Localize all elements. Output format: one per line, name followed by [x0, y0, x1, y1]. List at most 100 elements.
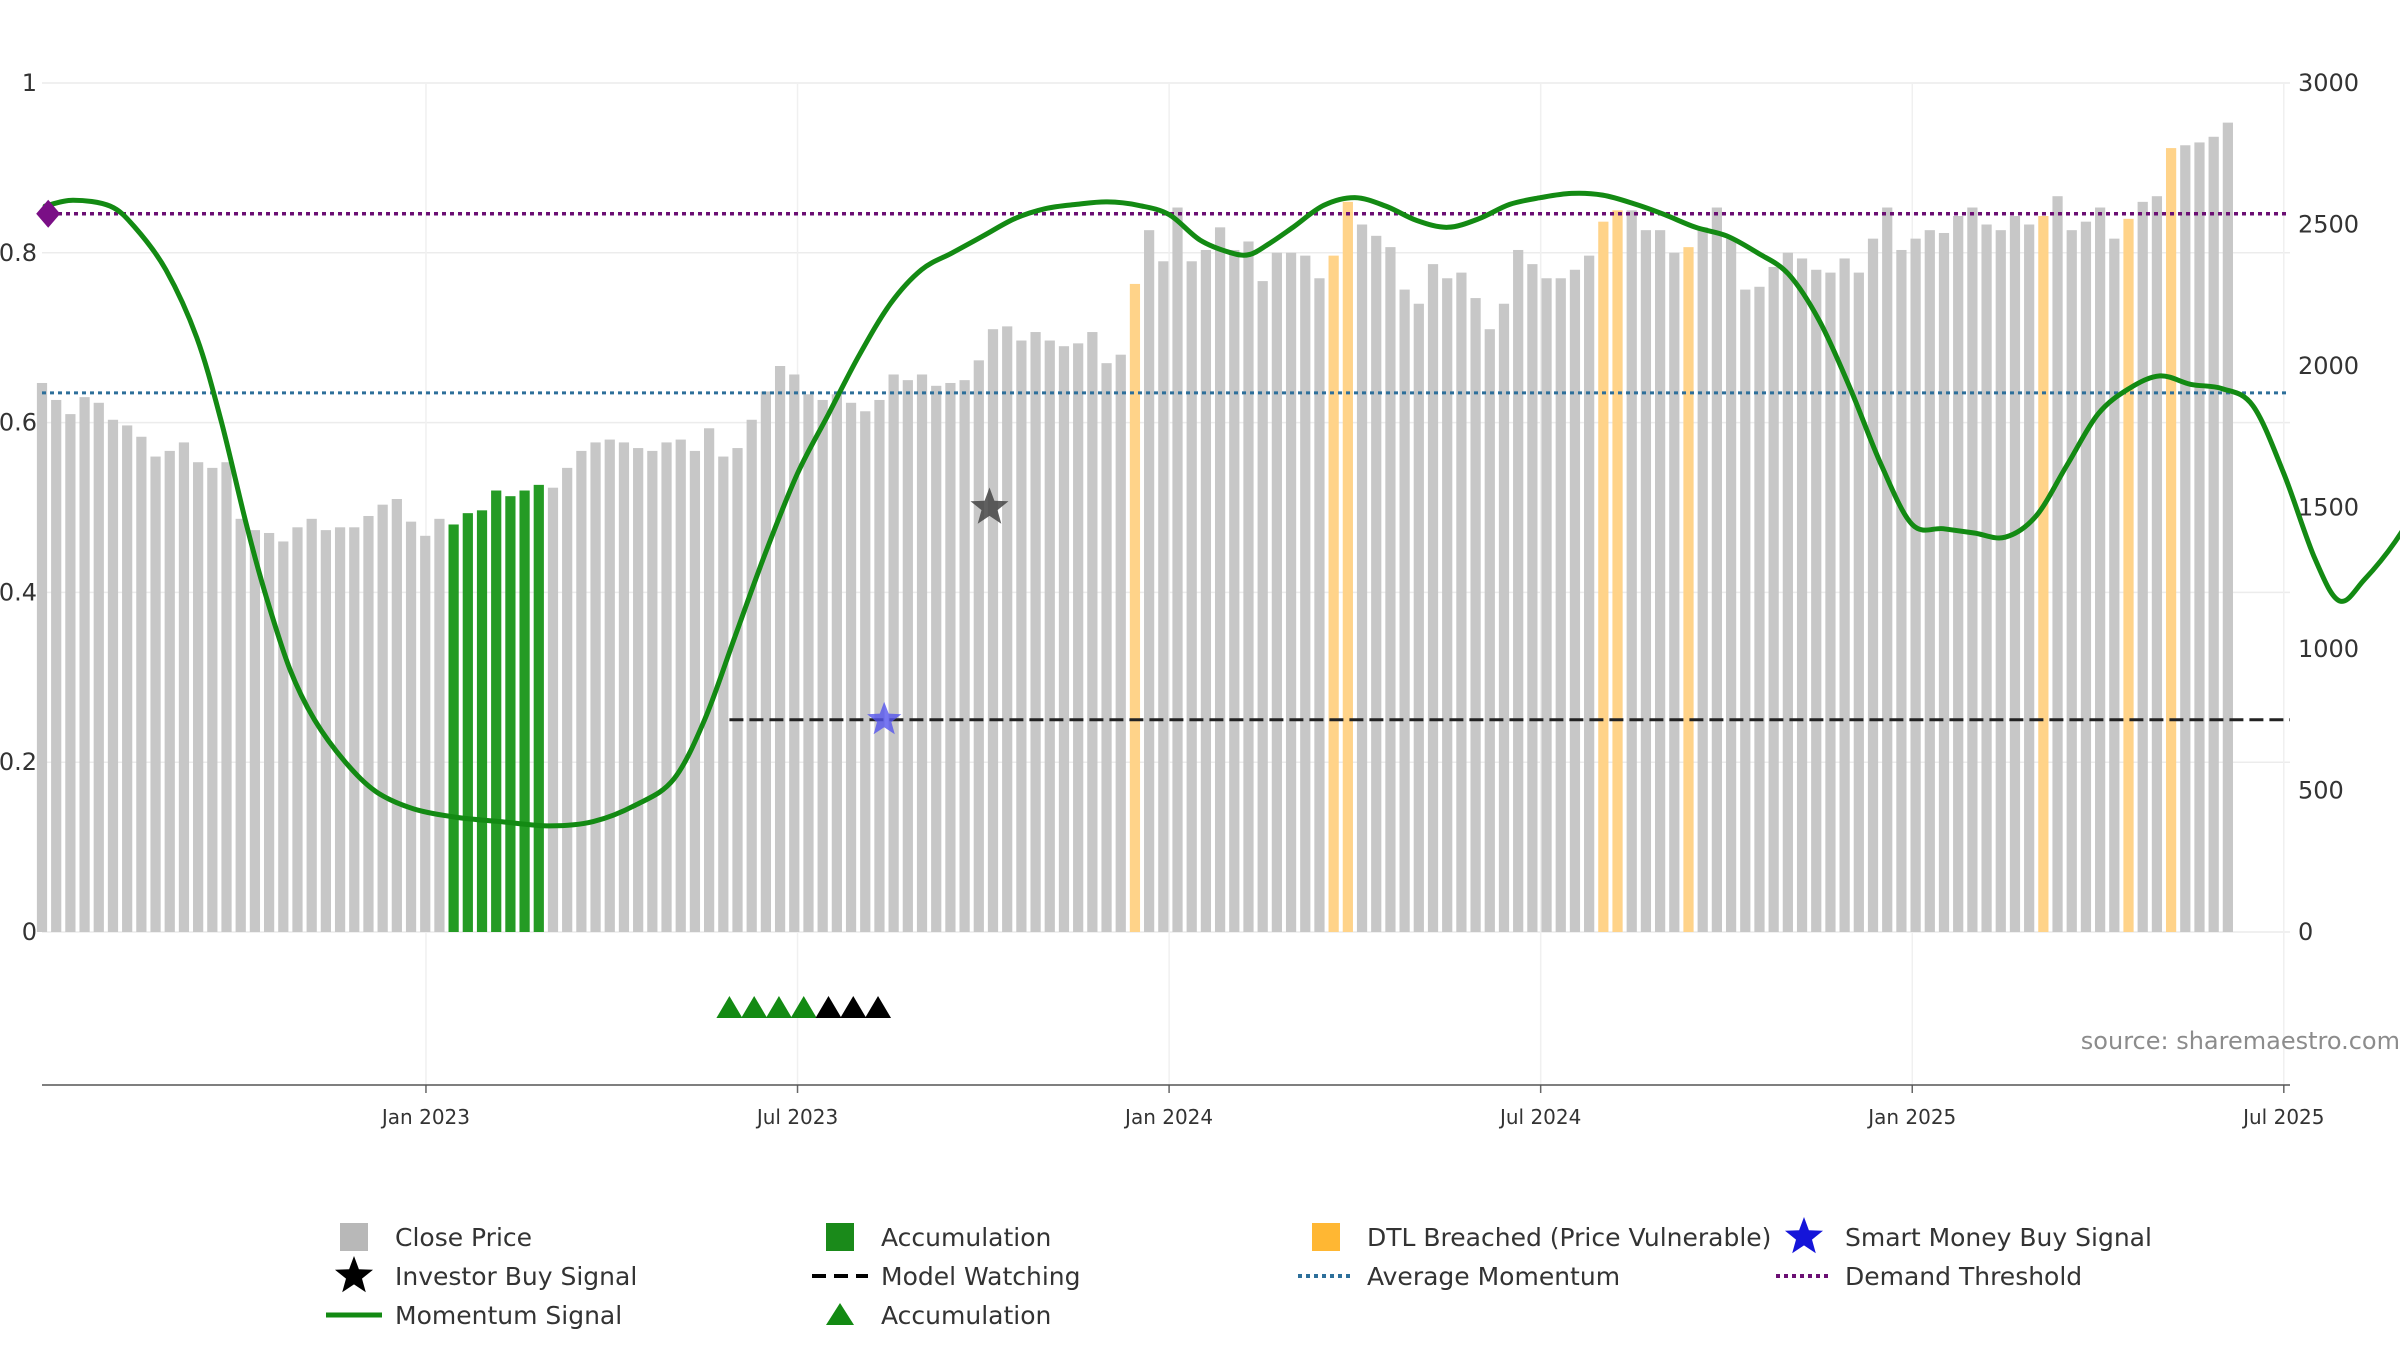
price-bar: [590, 442, 601, 932]
legend-item: Smart Money Buy Signal: [1785, 1217, 2152, 1254]
x-tick-label: Jan 2025: [1866, 1105, 1956, 1129]
price-bar: [831, 394, 842, 932]
left-tick-label: 0.4: [0, 578, 37, 606]
legend-label: Accumulation: [881, 1223, 1051, 1252]
price-bar: [732, 448, 743, 932]
price-bar: [1882, 207, 1893, 932]
price-bar: [292, 527, 303, 932]
legend-label: Momentum Signal: [395, 1301, 622, 1330]
momentum-signal-line: [42, 190, 2400, 829]
legend-label: Smart Money Buy Signal: [1845, 1223, 2152, 1252]
price-bar: [207, 467, 218, 932]
price-bar: [547, 487, 559, 932]
price-bar: [1853, 272, 1864, 932]
price-bar: [122, 425, 133, 932]
price-bar: [2024, 224, 2035, 932]
price-bar: [1356, 224, 1368, 932]
accumulation-bar: [462, 513, 473, 932]
price-bar: [1711, 207, 1722, 932]
right-tick-label: 2000: [2298, 352, 2359, 380]
x-tick-label: Jul 2023: [755, 1105, 838, 1129]
price-bar: [704, 428, 715, 932]
right-tick-label: 3000: [2298, 69, 2359, 97]
price-bar: [320, 530, 331, 932]
left-tick-label: 0: [22, 918, 37, 946]
legend-label: Accumulation: [881, 1301, 1051, 1330]
x-tick-label: Jul 2024: [1498, 1105, 1581, 1129]
price-bar: [633, 448, 644, 932]
price-bar: [150, 456, 161, 932]
price-bar: [1470, 298, 1481, 933]
price-bar: [2080, 221, 2092, 933]
price-bar: [1243, 241, 1254, 933]
price-bar: [1754, 286, 1765, 932]
price-bar: [1697, 227, 1708, 932]
legend: Close Price Accumulation DTL Breached (Pri…: [326, 1217, 2152, 1330]
price-bar: [1271, 252, 1282, 933]
price-bar: [604, 439, 615, 932]
accumulation-bar: [519, 490, 530, 932]
price-bar: [1584, 255, 1595, 932]
price-bar: [1967, 207, 1978, 932]
price-bar: [1371, 235, 1382, 932]
price-bar: [193, 462, 204, 932]
price-bar: [249, 530, 261, 932]
accumulation-bar: [533, 484, 544, 932]
price-bar: [888, 374, 899, 932]
price-bar: [987, 329, 999, 933]
price-bar: [1385, 247, 1396, 932]
price-bar: [1229, 249, 1240, 933]
price-bar: [1768, 266, 1779, 932]
legend-item: Investor Buy Signal: [335, 1256, 637, 1293]
price-bar: [391, 499, 402, 932]
accumulation-triangle-black: [865, 996, 892, 1018]
left-tick-label: 0.2: [0, 748, 37, 776]
price-bar: [973, 360, 984, 933]
price-bar: [221, 462, 232, 932]
investor-buy-star: [970, 487, 1009, 524]
price-bar: [760, 391, 772, 933]
price-bar: [1087, 332, 1098, 932]
price-bar: [1186, 261, 1197, 932]
x-tick-label: Jan 2024: [1123, 1105, 1213, 1129]
price-bar: [576, 450, 587, 932]
x-tick-label: Jan 2023: [380, 1105, 470, 1129]
right-tick-label: 0: [2298, 918, 2313, 946]
legend-label: Model Watching: [881, 1262, 1081, 1291]
price-bar: [1030, 332, 1041, 932]
price-bar: [420, 535, 431, 932]
price-bar: [1825, 272, 1836, 932]
smart-money-buy-star: [867, 701, 902, 735]
price-bar: [1640, 230, 1652, 932]
legend-item: Average Momentum: [1298, 1262, 1620, 1291]
price-bar: [817, 399, 828, 933]
dtl-breached-bar: [2038, 216, 2049, 932]
price-bar: [363, 515, 374, 932]
price-bar: [349, 527, 360, 932]
price-bar: [1101, 363, 1112, 932]
price-bar: [434, 518, 445, 932]
price-bar: [306, 518, 317, 932]
price-bar: [902, 380, 913, 932]
price-bar: [1839, 258, 1850, 933]
accumulation-triangle: [716, 996, 743, 1018]
dtl-breached-bar: [2123, 218, 2134, 933]
price-bar: [51, 399, 62, 933]
legend-swatch-square: [340, 1223, 368, 1251]
price-bar: [1541, 278, 1552, 932]
price-bar: [1938, 232, 1950, 933]
price-bar: [1399, 289, 1410, 933]
accumulation-triangle: [790, 996, 817, 1018]
price-bar: [1910, 238, 1921, 932]
price-bar: [136, 436, 147, 932]
price-bar: [1655, 230, 1666, 932]
price-bar: [945, 382, 956, 933]
price-bar: [377, 504, 388, 932]
left-tick-label: 0.8: [0, 239, 37, 267]
price-bar: [178, 442, 190, 932]
price-bar: [1214, 227, 1226, 932]
price-bar: [1555, 278, 1566, 932]
accumulation-triangle: [765, 996, 792, 1018]
legend-label: Demand Threshold: [1845, 1262, 2082, 1291]
price-bar: [1796, 258, 1808, 933]
